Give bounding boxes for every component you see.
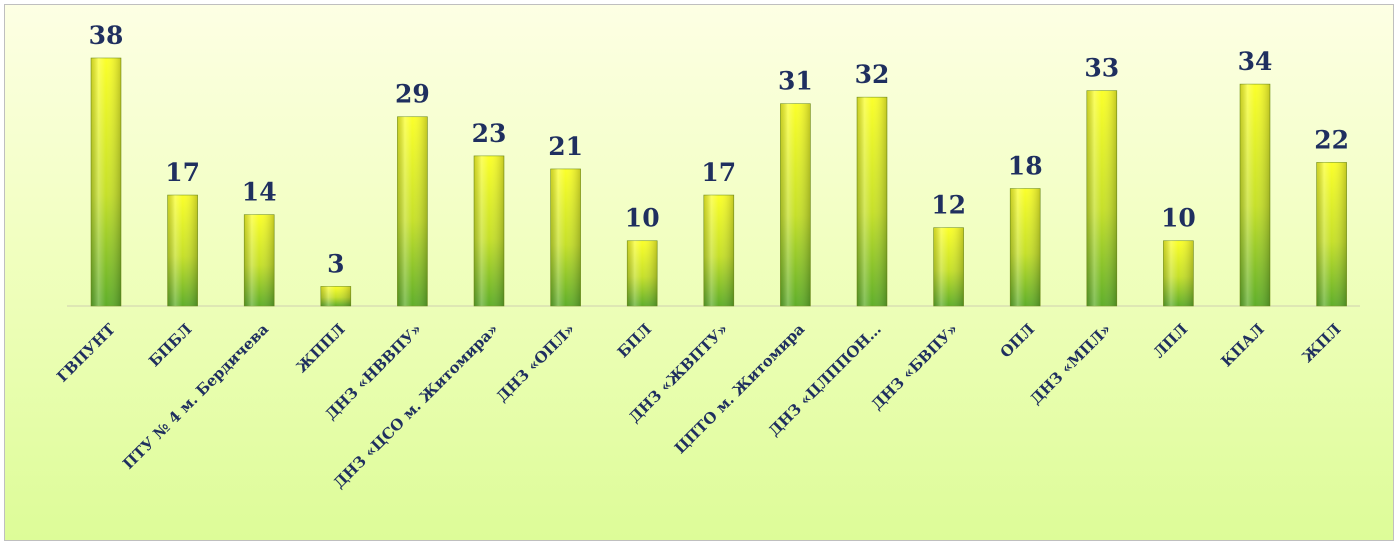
bar-shine bbox=[397, 116, 428, 306]
bar bbox=[703, 194, 735, 307]
bar-shine bbox=[627, 240, 658, 306]
bar bbox=[1163, 240, 1194, 307]
category-label: КПАЛ bbox=[1217, 320, 1267, 370]
bar-value-label: 23 bbox=[472, 119, 507, 148]
category-label: ЖПЛ bbox=[1298, 320, 1344, 366]
bar-shine bbox=[91, 58, 121, 306]
category-label: ДНЗ «ЦСО м. Житомира» bbox=[330, 320, 502, 492]
category-label: ПТУ № 4 м. Бердичева bbox=[119, 320, 272, 473]
bar-shine bbox=[1240, 84, 1270, 307]
category-label: ЛПЛ bbox=[1150, 320, 1192, 362]
bar-shine bbox=[550, 168, 581, 306]
bar-value-label: 10 bbox=[625, 204, 660, 233]
bar-shine bbox=[320, 286, 351, 306]
bar bbox=[626, 240, 658, 307]
bar bbox=[320, 286, 352, 307]
bar bbox=[1239, 83, 1271, 307]
category-label: ЖППЛ bbox=[293, 320, 349, 376]
bar-value-label: 21 bbox=[548, 132, 583, 161]
bar-value-label: 12 bbox=[931, 191, 966, 220]
bar-value-label: 33 bbox=[1084, 54, 1119, 83]
bar-value-label: 17 bbox=[701, 158, 736, 187]
bar bbox=[167, 194, 198, 307]
bar-shine bbox=[474, 155, 504, 306]
bar-shine bbox=[780, 103, 811, 307]
bar bbox=[933, 227, 964, 307]
bar-shine bbox=[1086, 90, 1117, 306]
chart-area: 38 17 14 3 29 23 21 10 17 31 32 12 18 33 10 34 22 ГВПУНТ… bbox=[4, 4, 1394, 541]
bar-shine bbox=[857, 97, 887, 306]
bar-chart: 38 17 14 3 29 23 21 10 17 31 32 12 18 33 10 34 22 ГВПУНТ… bbox=[53, 21, 1360, 492]
bar-value-label: 31 bbox=[778, 67, 813, 96]
category-label: БПБЛ bbox=[145, 320, 195, 370]
bar-value-label: 18 bbox=[1008, 152, 1043, 181]
bar-shine bbox=[167, 195, 198, 306]
bar-shine bbox=[1316, 162, 1347, 306]
bar-value-label: 22 bbox=[1314, 125, 1349, 154]
category-label: ДНЗ «МПЛ» bbox=[1027, 320, 1115, 408]
bar bbox=[397, 116, 428, 307]
bar-value-label: 17 bbox=[165, 158, 200, 187]
category-label: ЦПТО м. Житомира bbox=[671, 320, 808, 457]
bar bbox=[473, 155, 505, 307]
bar-value-label: 32 bbox=[855, 60, 890, 89]
bar-value-label: 10 bbox=[1161, 204, 1196, 233]
category-label: ОПЛ bbox=[997, 320, 1038, 361]
bar-value-label: 34 bbox=[1238, 47, 1273, 76]
category-label: БПЛ bbox=[614, 320, 655, 361]
bar-value-label: 3 bbox=[327, 249, 344, 278]
bar bbox=[550, 168, 581, 307]
bar-shine bbox=[1010, 188, 1041, 306]
bar bbox=[90, 57, 122, 307]
bar-value-label: 29 bbox=[395, 80, 430, 109]
bar-shine bbox=[703, 195, 734, 306]
bar bbox=[1086, 90, 1118, 307]
bar bbox=[243, 214, 275, 307]
bar-value-label: 14 bbox=[242, 178, 277, 207]
category-label: ГВПУНТ bbox=[53, 320, 119, 386]
bar-shine bbox=[244, 214, 275, 306]
bar-shine bbox=[1163, 240, 1194, 306]
bars bbox=[90, 57, 1347, 307]
value-labels: 38 17 14 3 29 23 21 10 17 31 32 12 18 33 10 34 22 bbox=[89, 21, 1349, 278]
bar-value-label: 38 bbox=[89, 21, 124, 50]
bar bbox=[1316, 162, 1347, 307]
category-label: ДНЗ «ОПЛ» bbox=[493, 320, 578, 405]
bar bbox=[856, 96, 888, 307]
bar bbox=[1009, 188, 1041, 307]
bar-shine bbox=[933, 227, 964, 306]
bar bbox=[780, 103, 811, 307]
